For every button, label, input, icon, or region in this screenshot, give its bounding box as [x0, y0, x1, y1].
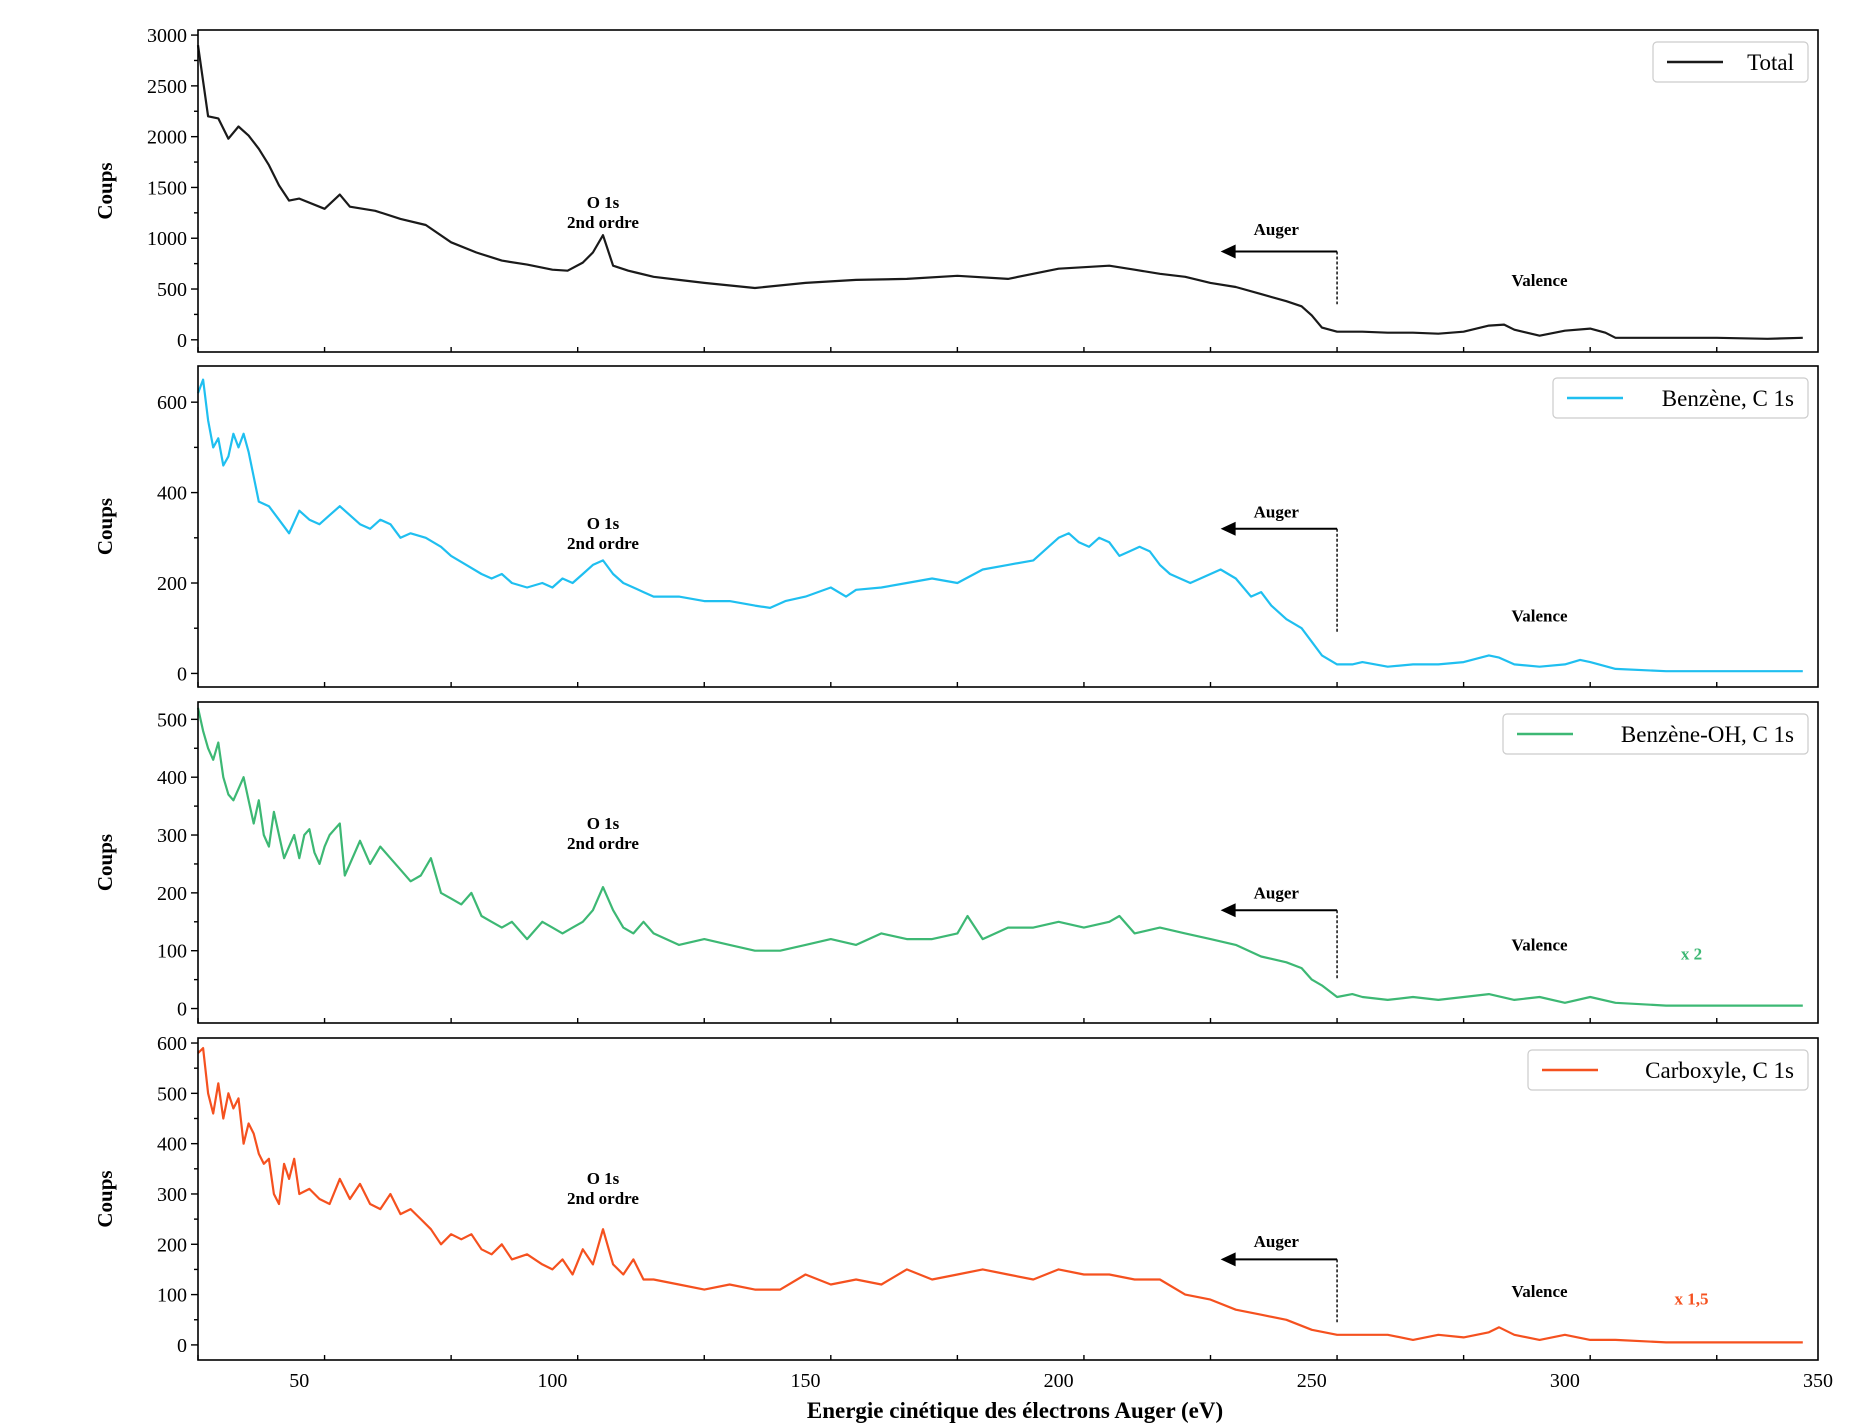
y-tick-label: 0: [177, 999, 187, 1021]
scale-factor-label: x 1,5: [1674, 1290, 1708, 1309]
y-axis-label: Coups: [93, 1170, 117, 1227]
auger-arrow-head: [1220, 244, 1236, 259]
legend: Total: [1652, 41, 1809, 83]
x-tick-label: 200: [1044, 1370, 1074, 1392]
o1s-annotation-line2: 2nd ordre: [567, 1189, 639, 1208]
y-tick-label: 300: [157, 1184, 187, 1206]
scale-factor-label: x 2: [1681, 944, 1702, 963]
o1s-annotation: O 1s: [587, 514, 620, 533]
panel-3: 0 100 200 300 400 500 Coups Benzène-OH, C 1s O 1…: [93, 701, 1819, 1024]
auger-arrow-head: [1220, 903, 1236, 918]
auger-label: Auger: [1254, 220, 1300, 239]
o1s-annotation: O 1s: [587, 814, 620, 833]
legend: Benzène, C 1s: [1552, 377, 1809, 419]
y-tick-label: 400: [157, 767, 187, 789]
plot-frame: [197, 29, 1819, 353]
plot-frame: [197, 1037, 1819, 1361]
y-tick-label: 400: [157, 483, 187, 505]
o1s-annotation-line2: 2nd ordre: [567, 534, 639, 553]
o1s-annotation: O 1s: [587, 1169, 620, 1188]
y-tick-label: 500: [157, 1083, 187, 1105]
y-tick-label: 200: [157, 573, 187, 595]
y-tick-label: 2500: [147, 76, 187, 98]
legend-box: [1527, 1049, 1809, 1091]
legend-label: Total: [1747, 50, 1794, 75]
x-tick-label: 250: [1297, 1370, 1327, 1392]
x-tick-label: 350: [1803, 1370, 1833, 1392]
x-tick-label: 150: [791, 1370, 821, 1392]
y-tick-label: 500: [157, 279, 187, 301]
auger-label: Auger: [1254, 1232, 1300, 1251]
series-line: [196, 45, 1803, 340]
y-tick-label: 2000: [147, 127, 187, 149]
legend-box: [1552, 377, 1809, 419]
series-line: [196, 707, 1803, 1007]
x-tick-label: 100: [537, 1370, 567, 1392]
series-line: [196, 378, 1803, 673]
plot-frame: [197, 365, 1819, 688]
legend: Benzène-OH, C 1s: [1502, 713, 1809, 755]
valence-label: Valence: [1512, 271, 1568, 290]
o1s-annotation-line2: 2nd ordre: [567, 834, 639, 853]
y-axis-label: Coups: [93, 498, 117, 555]
valence-label: Valence: [1512, 936, 1568, 955]
y-tick-label: 200: [157, 1234, 187, 1256]
y-tick-label: 3000: [147, 25, 187, 47]
legend: Carboxyle, C 1s: [1527, 1049, 1809, 1091]
y-tick-label: 100: [157, 941, 187, 963]
y-tick-label: 0: [177, 1335, 187, 1357]
y-tick-label: 0: [177, 330, 187, 352]
valence-label: Valence: [1512, 1282, 1568, 1301]
y-tick-label: 500: [157, 709, 187, 731]
o1s-annotation-line2: 2nd ordre: [567, 213, 639, 232]
x-tick-label: 50: [289, 1370, 309, 1392]
y-tick-label: 600: [157, 392, 187, 414]
series-line: [197, 1047, 1803, 1344]
y-tick-label: 600: [157, 1033, 187, 1055]
legend-label: Carboxyle, C 1s: [1645, 1058, 1794, 1083]
y-tick-label: 1000: [147, 228, 187, 250]
legend-label: Benzène-OH, C 1s: [1621, 722, 1794, 747]
y-tick-label: 0: [177, 663, 187, 685]
auger-arrow-head: [1220, 1252, 1236, 1267]
panel-4: 50 100 150 200 250 300 350 0 100 200 300 400 500 600 C…: [93, 1033, 1833, 1392]
x-axis-label: Energie cinétique des électrons Auger (e…: [807, 1398, 1223, 1423]
o1s-annotation: O 1s: [587, 193, 620, 212]
y-tick-label: 300: [157, 825, 187, 847]
valence-label: Valence: [1512, 606, 1568, 625]
y-tick-label: 100: [157, 1285, 187, 1307]
y-tick-label: 1500: [147, 177, 187, 199]
auger-label: Auger: [1254, 884, 1300, 903]
auger-label: Auger: [1254, 502, 1300, 521]
y-axis-label: Coups: [93, 834, 117, 891]
x-tick-label: 300: [1550, 1370, 1580, 1392]
y-tick-label: 400: [157, 1134, 187, 1156]
auger-arrow-head: [1220, 521, 1236, 536]
legend-label: Benzène, C 1s: [1662, 386, 1794, 411]
plot-frame: [197, 701, 1819, 1024]
legend-box: [1652, 41, 1809, 83]
y-axis-label: Coups: [93, 162, 117, 219]
y-tick-label: 200: [157, 883, 187, 905]
panel-1: 0 500 1000 1500 2000 2500 3000 Coups Total O 1s2n…: [93, 25, 1819, 353]
legend-box: [1502, 713, 1809, 755]
